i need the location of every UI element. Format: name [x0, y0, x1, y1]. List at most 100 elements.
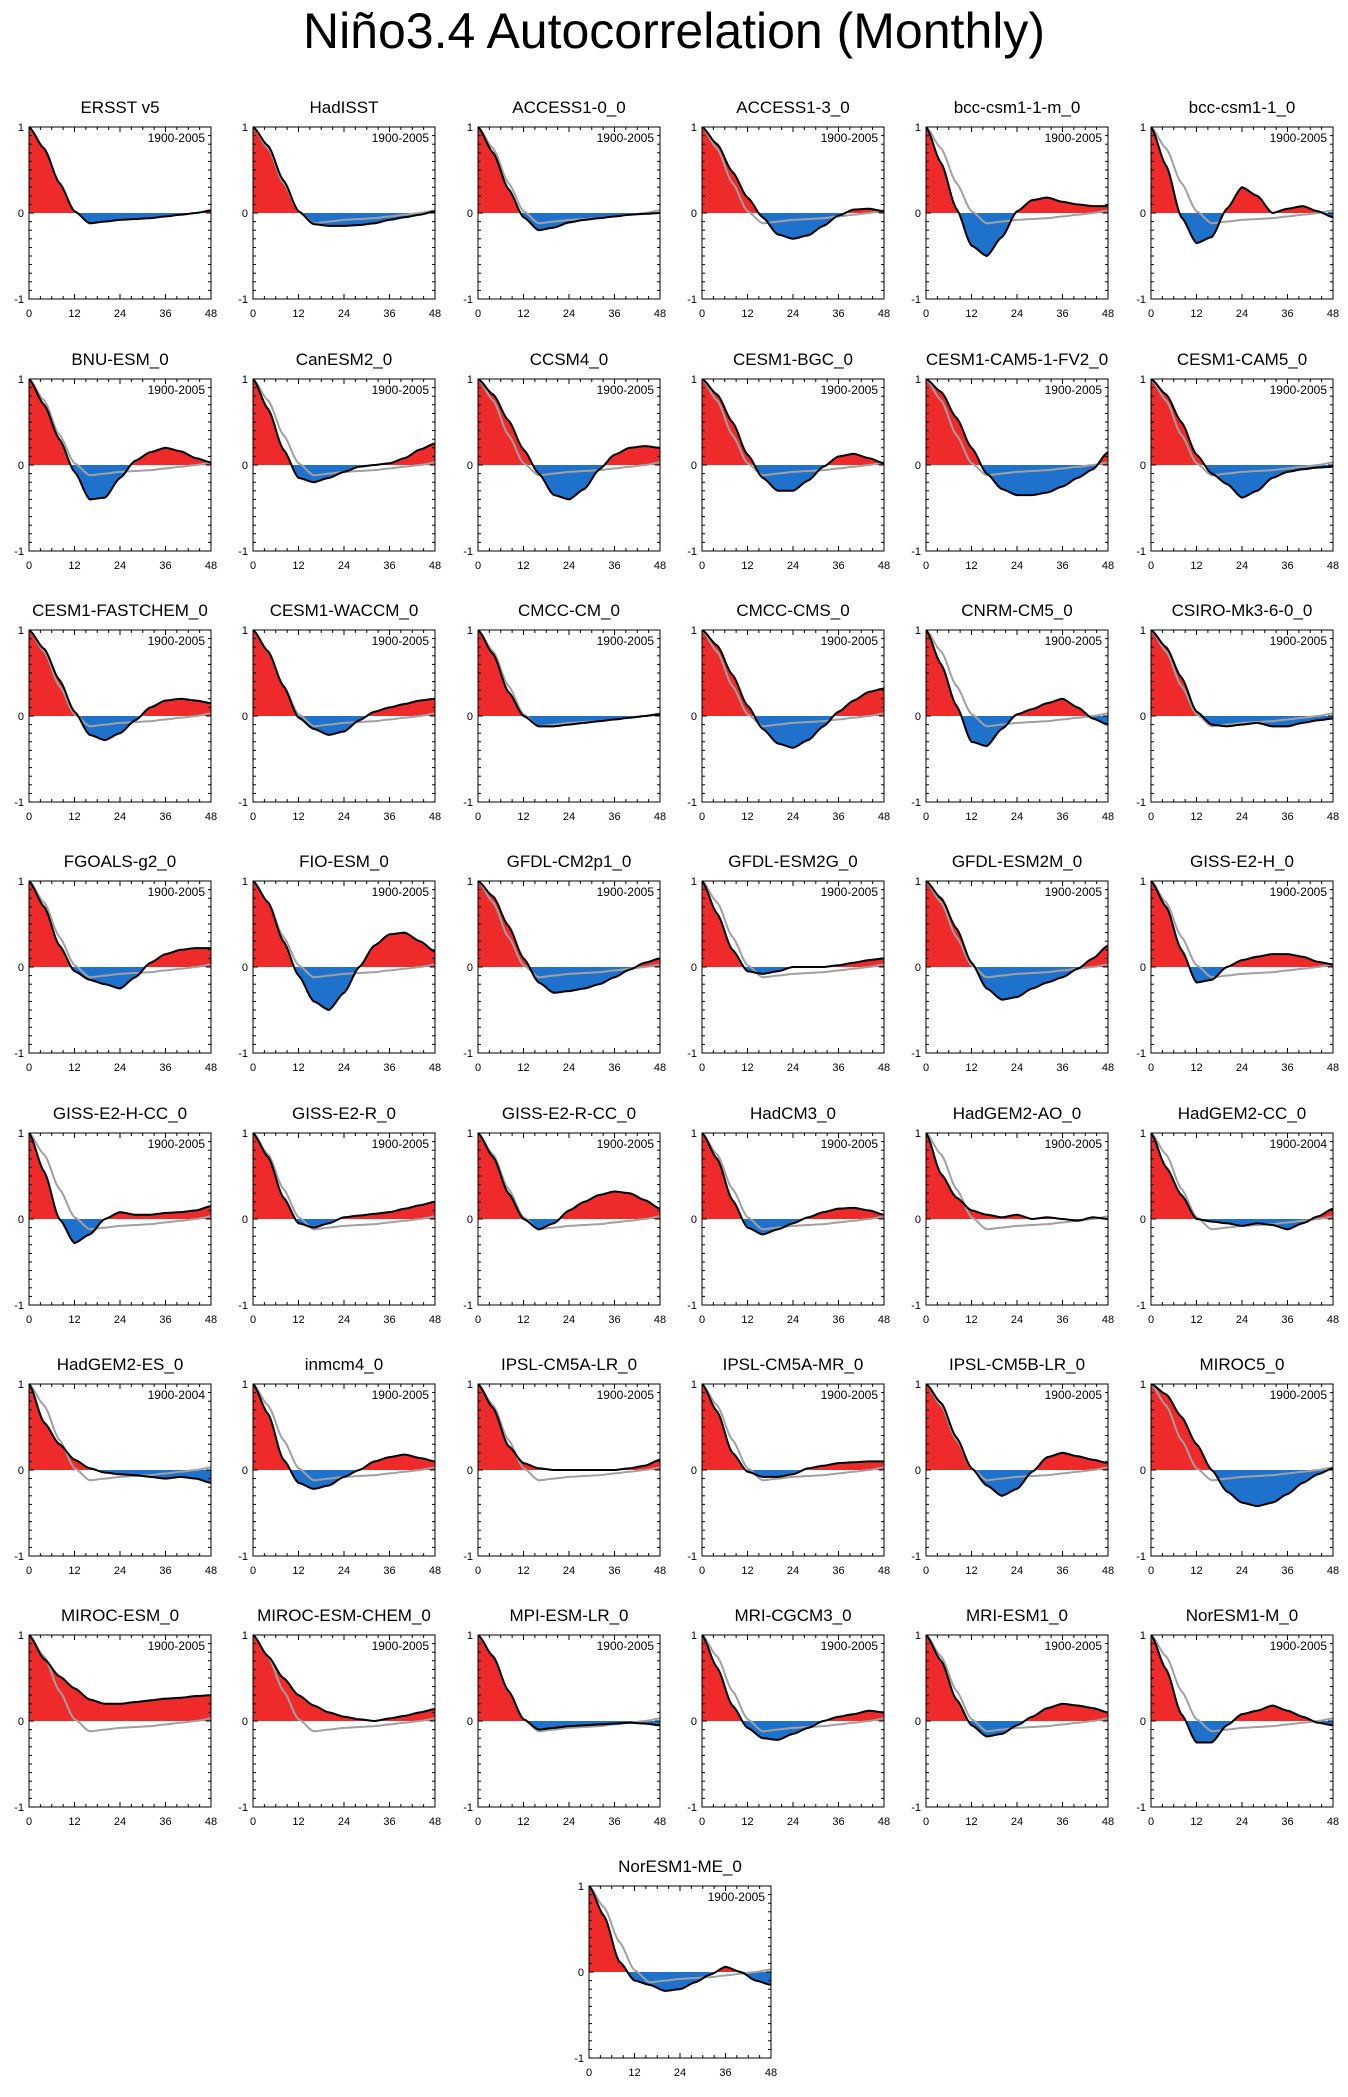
autocorrelation-line — [926, 1635, 1108, 1738]
x-tick-label: 48 — [1102, 1565, 1114, 1577]
x-tick-label: 0 — [26, 1062, 32, 1074]
autocorrelation-line — [702, 379, 884, 492]
panel-title: CESM1-BGC_0 — [733, 350, 853, 369]
panel-period: 1900-2005 — [821, 1639, 879, 1653]
reference-line — [926, 1384, 1108, 1482]
y-tick-label: 1 — [18, 1379, 24, 1391]
positive-area — [1151, 379, 1333, 465]
y-tick-label: 1 — [18, 374, 24, 386]
x-tick-label: 48 — [429, 560, 441, 572]
x-tick-label: 48 — [1102, 560, 1114, 572]
x-tick-label: 0 — [923, 811, 929, 823]
panel-title: bcc-csm1-1_0 — [1189, 98, 1296, 117]
x-tick-label: 48 — [1102, 1314, 1114, 1326]
negative-area — [29, 967, 211, 989]
panel-period: 1900-2005 — [597, 383, 655, 397]
x-tick-label: 48 — [654, 560, 666, 572]
y-tick-label: 1 — [18, 1630, 24, 1642]
y-tick-label: 1 — [467, 876, 473, 888]
autocorrelation-line — [926, 881, 1108, 1001]
y-tick-label: -1 — [238, 1300, 248, 1312]
reference-line — [29, 1384, 211, 1482]
y-tick-label: -1 — [911, 1048, 921, 1060]
x-tick-label: 12 — [741, 1565, 753, 1577]
y-tick-label: -1 — [463, 546, 473, 558]
y-tick-label: -1 — [574, 2053, 584, 2065]
x-tick-label: 24 — [563, 1816, 575, 1828]
x-tick-label: 24 — [563, 1565, 575, 1577]
y-tick-label: -1 — [14, 294, 24, 306]
x-tick-label: 24 — [563, 1062, 575, 1074]
x-tick-label: 0 — [923, 1062, 929, 1074]
reference-line — [253, 1635, 435, 1733]
y-tick-label: 0 — [691, 460, 697, 472]
reference-line — [253, 881, 435, 979]
panel-title: GFDL-ESM2G_0 — [728, 852, 857, 871]
x-tick-label: 0 — [26, 1314, 32, 1326]
y-tick-label: 1 — [467, 374, 473, 386]
panel-period: 1900-2005 — [372, 383, 430, 397]
panel-period: 1900-2005 — [148, 131, 206, 145]
reference-line — [29, 379, 211, 477]
y-tick-label: 1 — [915, 1379, 921, 1391]
autocorrelation-line — [926, 1384, 1108, 1497]
x-tick-label: 0 — [1148, 1565, 1154, 1577]
y-tick-label: -1 — [463, 1048, 473, 1060]
y-tick-label: 1 — [242, 1630, 248, 1642]
panel-period: 1900-2005 — [821, 634, 879, 648]
y-tick-label: -1 — [463, 1802, 473, 1814]
y-tick-label: -1 — [14, 797, 24, 809]
x-tick-label: 0 — [475, 1062, 481, 1074]
negative-area — [253, 967, 435, 1010]
negative-area — [926, 716, 1108, 747]
y-tick-label: -1 — [14, 546, 24, 558]
x-tick-label: 0 — [26, 811, 32, 823]
x-tick-label: 0 — [923, 1816, 929, 1828]
x-tick-label: 48 — [878, 1314, 890, 1326]
x-tick-label: 12 — [68, 1816, 80, 1828]
positive-area — [926, 1133, 1108, 1219]
y-tick-label: 1 — [1140, 876, 1146, 888]
y-tick-label: 0 — [915, 1214, 921, 1226]
x-tick-label: 48 — [1327, 308, 1339, 320]
x-tick-label: 24 — [563, 308, 575, 320]
x-tick-label: 0 — [475, 560, 481, 572]
panel-period: 1900-2005 — [597, 885, 655, 899]
y-tick-label: -1 — [911, 294, 921, 306]
y-tick-label: 0 — [1140, 1214, 1146, 1226]
negative-area — [253, 716, 435, 735]
x-tick-label: 36 — [159, 811, 171, 823]
x-tick-label: 12 — [965, 1314, 977, 1326]
x-tick-label: 12 — [68, 560, 80, 572]
panel-title: IPSL-CM5B-LR_0 — [949, 1355, 1085, 1374]
x-tick-label: 24 — [1236, 1062, 1248, 1074]
panel-period: 1900-2005 — [821, 885, 879, 899]
positive-area — [702, 379, 884, 465]
positive-area — [29, 881, 211, 967]
negative-area — [1151, 1470, 1333, 1507]
panel-period: 1900-2005 — [1045, 1639, 1103, 1653]
x-tick-label: 48 — [654, 1816, 666, 1828]
x-tick-label: 36 — [1056, 308, 1068, 320]
panel-title: GISS-E2-H-CC_0 — [53, 1104, 187, 1123]
y-tick-label: 1 — [467, 625, 473, 637]
panel-period: 1900-2005 — [597, 131, 655, 145]
reference-line — [926, 1635, 1108, 1733]
panel-period: 1900-2005 — [1045, 1137, 1103, 1151]
panel-title: MRI-CGCM3_0 — [734, 1606, 851, 1625]
x-tick-label: 36 — [1281, 811, 1293, 823]
y-tick-label: 0 — [691, 1214, 697, 1226]
x-tick-label: 48 — [1327, 811, 1339, 823]
y-tick-label: 1 — [467, 1630, 473, 1642]
panel-period: 1900-2005 — [1045, 383, 1103, 397]
reference-line — [702, 127, 884, 225]
panel-title: GISS-E2-R_0 — [292, 1104, 396, 1123]
x-tick-label: 0 — [1148, 560, 1154, 572]
y-tick-label: 0 — [915, 1465, 921, 1477]
reference-line — [702, 1635, 884, 1733]
